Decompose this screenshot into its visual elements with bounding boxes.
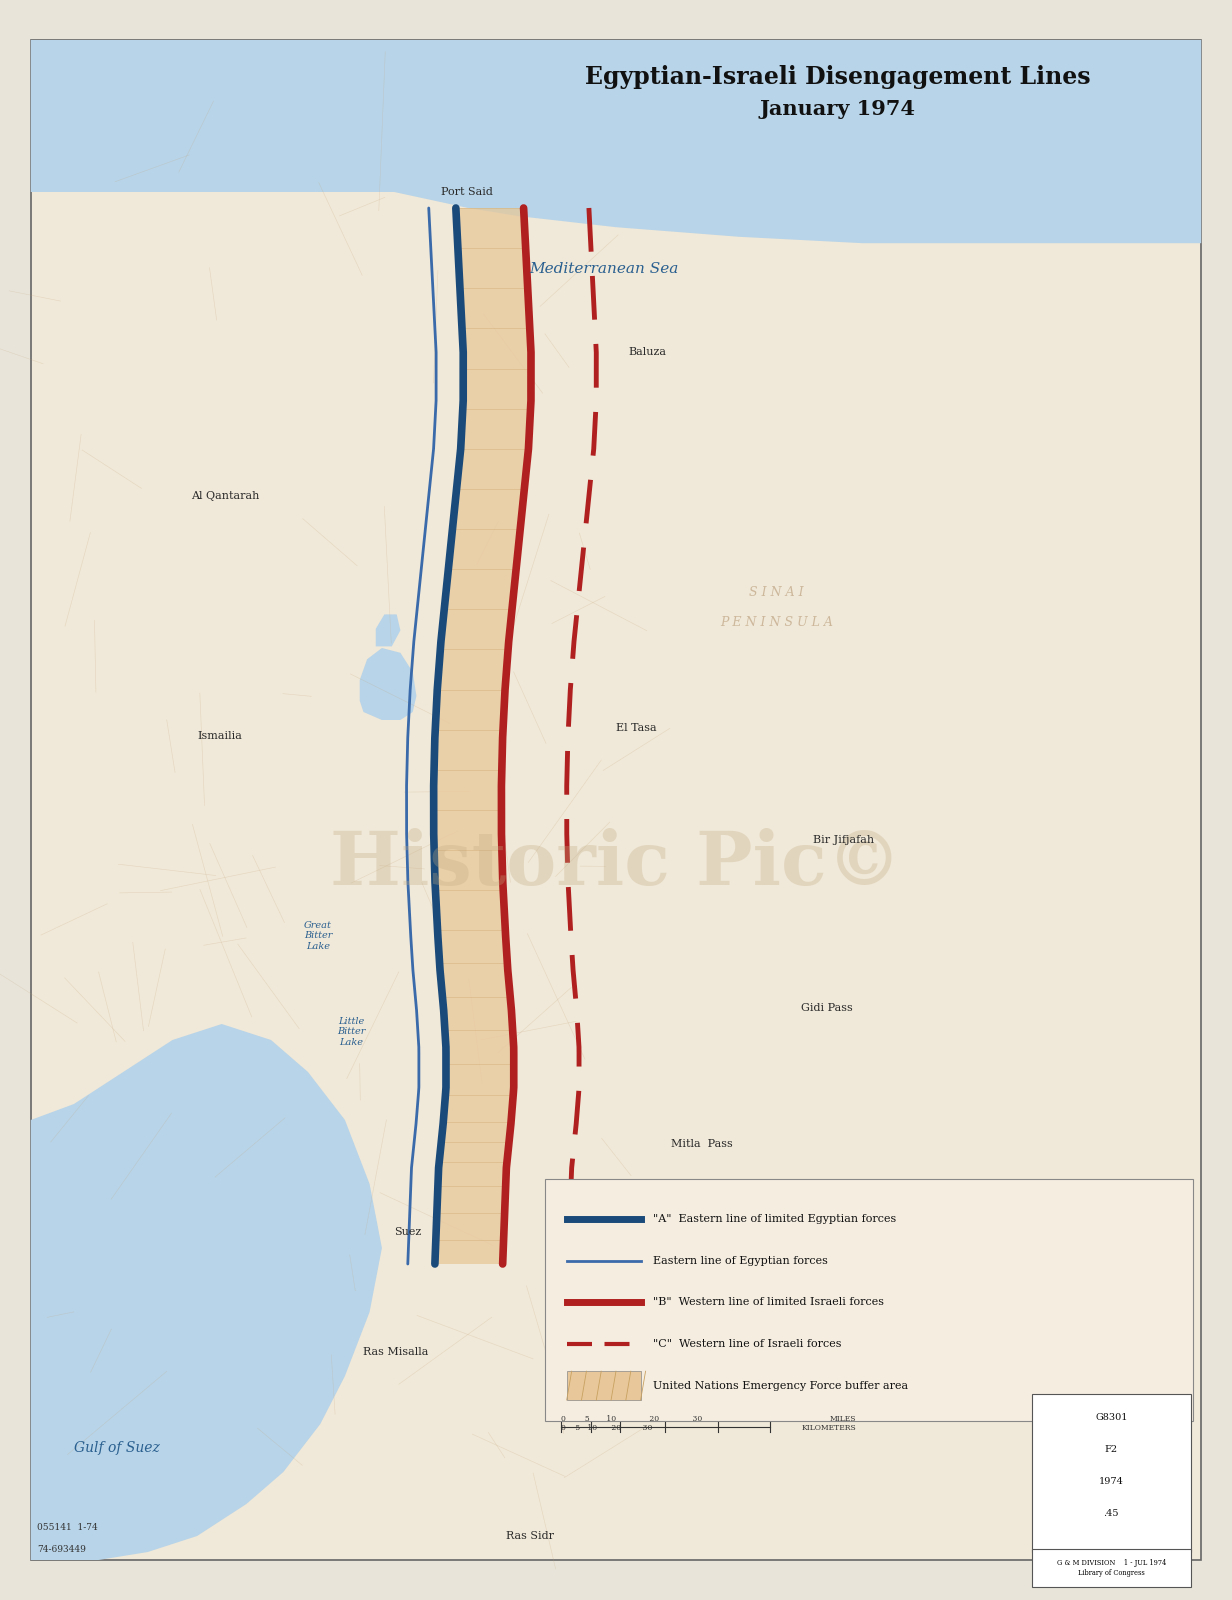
Text: Eastern line of Egyptian forces: Eastern line of Egyptian forces (653, 1256, 828, 1266)
Text: Great
Bitter
Lake: Great Bitter Lake (303, 922, 333, 950)
Text: Gulf of Suez: Gulf of Suez (74, 1442, 160, 1454)
Polygon shape (31, 1024, 382, 1560)
Text: January 1974: January 1974 (760, 99, 915, 118)
Text: Gidi Pass: Gidi Pass (801, 1003, 853, 1013)
Text: G & M DIVISION    1 - JUL 1974
Library of Congress: G & M DIVISION 1 - JUL 1974 Library of C… (1057, 1560, 1165, 1576)
FancyBboxPatch shape (1032, 1394, 1191, 1552)
Text: KILOMETERS: KILOMETERS (802, 1424, 856, 1432)
Text: 055141  1-74: 055141 1-74 (37, 1523, 97, 1531)
Polygon shape (31, 40, 1201, 243)
Text: 0        5       10              20              30: 0 5 10 20 30 (561, 1414, 702, 1422)
Text: Ismailia: Ismailia (197, 731, 241, 741)
Text: Historic Pic©: Historic Pic© (330, 827, 902, 901)
Text: Al Qantarah: Al Qantarah (191, 491, 259, 501)
Text: "B"  Western line of limited Israeli forces: "B" Western line of limited Israeli forc… (653, 1298, 885, 1307)
FancyBboxPatch shape (545, 1179, 1193, 1421)
Text: MILES: MILES (829, 1414, 856, 1422)
Text: Suez: Suez (394, 1227, 421, 1237)
Text: .45: .45 (1104, 1509, 1119, 1518)
Text: 1974: 1974 (1099, 1477, 1124, 1486)
Text: United Nations Emergency Force buffer area: United Nations Emergency Force buffer ar… (653, 1381, 908, 1390)
Text: F2: F2 (1105, 1445, 1117, 1454)
Text: El Tasa: El Tasa (616, 723, 657, 733)
Text: Port Said: Port Said (441, 187, 493, 197)
Text: S I N A I

P E N I N S U L A: S I N A I P E N I N S U L A (719, 587, 833, 629)
Text: "A"  Eastern line of limited Egyptian forces: "A" Eastern line of limited Egyptian for… (653, 1214, 896, 1224)
FancyBboxPatch shape (1032, 1549, 1191, 1587)
Text: Ras Sidr: Ras Sidr (506, 1531, 553, 1541)
Text: Mediterranean Sea: Mediterranean Sea (529, 262, 679, 275)
Polygon shape (376, 614, 400, 646)
Polygon shape (330, 1192, 370, 1280)
Text: 74-693449: 74-693449 (37, 1546, 86, 1554)
Text: "C"  Western line of Israeli forces: "C" Western line of Israeli forces (653, 1339, 841, 1349)
Polygon shape (434, 208, 531, 1264)
Text: Egyptian-Israeli Disengagement Lines: Egyptian-Israeli Disengagement Lines (585, 66, 1090, 90)
Text: Mitla  Pass: Mitla Pass (671, 1139, 733, 1149)
Text: Baluza: Baluza (628, 347, 667, 357)
Text: G8301: G8301 (1095, 1413, 1127, 1422)
Bar (567, 1371, 641, 1400)
Text: Ras Misalla: Ras Misalla (363, 1347, 429, 1357)
Polygon shape (360, 648, 416, 720)
Text: Bir Jifjafah: Bir Jifjafah (813, 835, 875, 845)
Text: Little
Bitter
Lake: Little Bitter Lake (336, 1018, 366, 1046)
Text: 0    5   10      20         30: 0 5 10 20 30 (561, 1424, 652, 1432)
